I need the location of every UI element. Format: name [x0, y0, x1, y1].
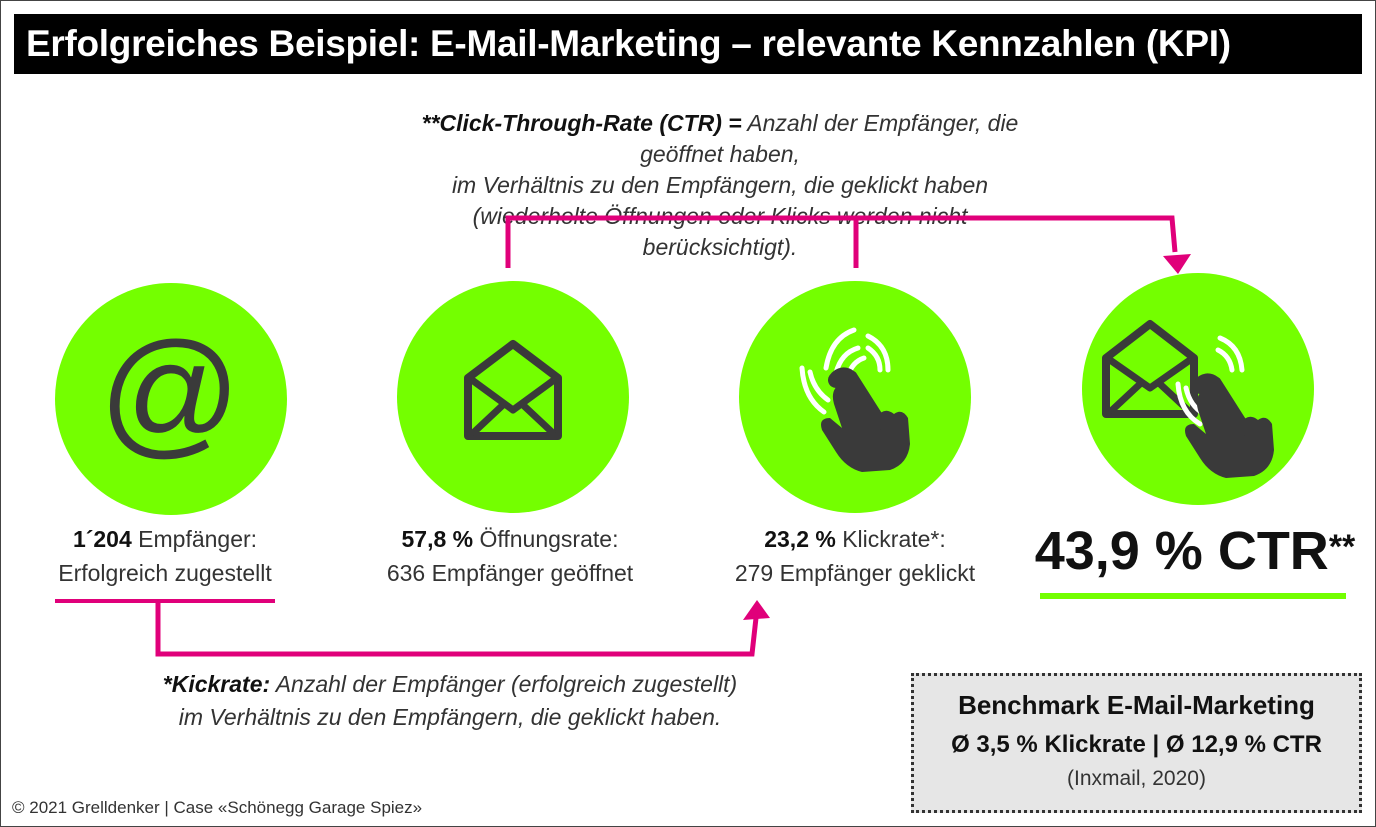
opened-circle	[397, 281, 629, 513]
stat-open-rate-label: Öffnungsrate:	[479, 526, 619, 552]
stat-recipients-label: Empfänger:	[138, 526, 258, 552]
ctr-result-mark: **	[1328, 528, 1356, 566]
recipients-circle	[55, 283, 287, 515]
kickrate-connector-line	[155, 601, 759, 657]
envelope-and-hand-icon	[1102, 320, 1274, 478]
copyright-notice: © 2021 Grelldenker | Case «Schönegg Gara…	[12, 798, 423, 817]
kickrate-definition-term: *Kickrate:	[162, 671, 271, 697]
stat-recipients-detail: Erfolgreich zugestellt	[58, 560, 272, 586]
kickrate-definition-line2: im Verhältnis zu den Empfängern, die gek…	[178, 704, 722, 730]
ctr-result-underline	[1040, 593, 1346, 599]
kickrate-definition: *Kickrate: Anzahl der Empfänger (erfolgr…	[130, 668, 770, 734]
benchmark-box: Benchmark E-Mail-Marketing Ø 3,5 % Klick…	[911, 673, 1362, 813]
stat-click-rate-value: 23,2 %	[764, 526, 836, 552]
ctr-result-value: 43,9 % CTR	[1034, 521, 1329, 581]
clicking-hand-icon	[799, 327, 910, 472]
kickrate-definition-line1: Anzahl der Empfänger (erfolgreich zugest…	[275, 671, 738, 697]
ctr-definition-line2: im Verhältnis zu den Empfängern, die gek…	[451, 172, 989, 198]
stat-open-rate: 57,8 % Öffnungsrate: 636 Empfänger geöff…	[360, 522, 660, 590]
stat-click-rate-label: Klickrate*:	[842, 526, 946, 552]
stat-open-rate-detail: 636 Empfänger geöffnet	[386, 560, 634, 586]
stat-click-rate-detail: 279 Empfänger geklickt	[734, 560, 976, 586]
stat-open-rate-value: 57,8 %	[401, 526, 474, 552]
stat-recipients: 1´204 Empfänger: Erfolgreich zugestellt	[15, 522, 315, 590]
stat-recipients-value: 1´204	[72, 526, 132, 552]
benchmark-title: Benchmark E-Mail-Marketing	[958, 690, 1315, 720]
stat-click-rate: 23,2 % Klickrate*: 279 Empfänger geklick…	[705, 522, 1005, 590]
ctr-definition-term: **Click-Through-Rate (CTR) =	[421, 110, 742, 136]
ctr-definition-line1: Anzahl der Empfänger, die geöffnet haben…	[640, 110, 1019, 167]
ctr-result: 43,9 % CTR**	[1030, 520, 1360, 582]
ctr-arrowhead	[1163, 254, 1191, 274]
benchmark-values: Ø 3,5 % Klickrate | Ø 12,9 % CTR	[951, 731, 1322, 758]
page-title: Erfolgreiches Beispiel: E-Mail-Marketing…	[14, 14, 1362, 74]
kickrate-arrowhead	[743, 600, 770, 620]
svg-text:@: @	[105, 330, 235, 460]
open-envelope-icon	[464, 340, 562, 440]
benchmark-source: (Inxmail, 2020)	[1067, 767, 1206, 790]
ctr-connector-line	[505, 215, 1178, 268]
at-sign-icon: @	[105, 330, 235, 460]
